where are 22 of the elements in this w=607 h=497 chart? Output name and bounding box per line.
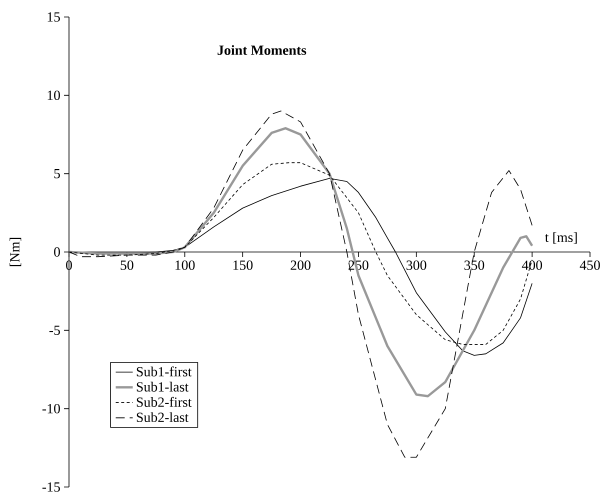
x-axis-title: t [ms] <box>545 232 577 244</box>
legend-label: Sub2-first <box>136 396 192 407</box>
legend-label: Sub1-last <box>136 382 189 392</box>
y-tick-label: -15 <box>42 482 60 492</box>
y-tick-label: -5 <box>49 326 60 335</box>
y-axis-title: [Nm] <box>10 238 22 266</box>
y-tick-label: 0 <box>54 247 60 257</box>
x-tick-label: 450 <box>580 260 600 270</box>
x-tick-label: 400 <box>522 260 542 270</box>
legend-label: Sub2-last <box>136 412 189 422</box>
x-tick-label: 100 <box>176 260 195 270</box>
y-tick-label: 10 <box>48 90 60 100</box>
y-tick-label: 5 <box>54 169 60 178</box>
x-tick-label: 300 <box>406 260 426 270</box>
x-tick-label: 350 <box>464 260 484 270</box>
x-tick-label: 150 <box>233 260 253 270</box>
legend-label: Sub1-first <box>136 366 192 376</box>
y-tick-label: 15 <box>48 12 60 22</box>
y-tick-label: -10 <box>42 404 60 414</box>
x-tick-label: 50 <box>120 260 134 270</box>
x-tick-label: 200 <box>290 260 310 270</box>
text: Joint Moments <box>218 45 306 55</box>
